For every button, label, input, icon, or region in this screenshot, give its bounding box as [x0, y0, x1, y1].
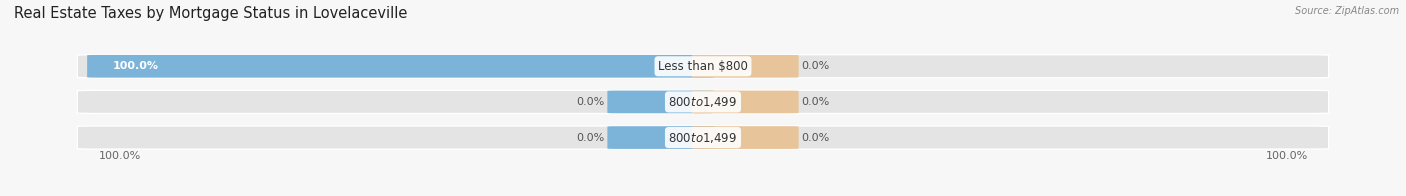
Text: 100.0%: 100.0% [98, 151, 141, 161]
Text: $800 to $1,499: $800 to $1,499 [668, 95, 738, 109]
Text: 100.0%: 100.0% [112, 61, 159, 71]
Text: Less than $800: Less than $800 [658, 60, 748, 73]
FancyBboxPatch shape [607, 91, 714, 113]
FancyBboxPatch shape [77, 55, 1329, 78]
FancyBboxPatch shape [692, 55, 799, 78]
Text: Real Estate Taxes by Mortgage Status in Lovelaceville: Real Estate Taxes by Mortgage Status in … [14, 6, 408, 21]
FancyBboxPatch shape [692, 126, 799, 149]
Text: $800 to $1,499: $800 to $1,499 [668, 131, 738, 145]
Text: 0.0%: 0.0% [801, 61, 830, 71]
FancyBboxPatch shape [87, 55, 714, 78]
FancyBboxPatch shape [77, 90, 1329, 113]
FancyBboxPatch shape [607, 126, 714, 149]
Text: 0.0%: 0.0% [576, 132, 605, 142]
Text: 0.0%: 0.0% [801, 97, 830, 107]
Text: 100.0%: 100.0% [1265, 151, 1308, 161]
Text: 0.0%: 0.0% [801, 132, 830, 142]
FancyBboxPatch shape [77, 126, 1329, 149]
Text: 0.0%: 0.0% [576, 97, 605, 107]
FancyBboxPatch shape [692, 91, 799, 113]
Text: Source: ZipAtlas.com: Source: ZipAtlas.com [1295, 6, 1399, 16]
